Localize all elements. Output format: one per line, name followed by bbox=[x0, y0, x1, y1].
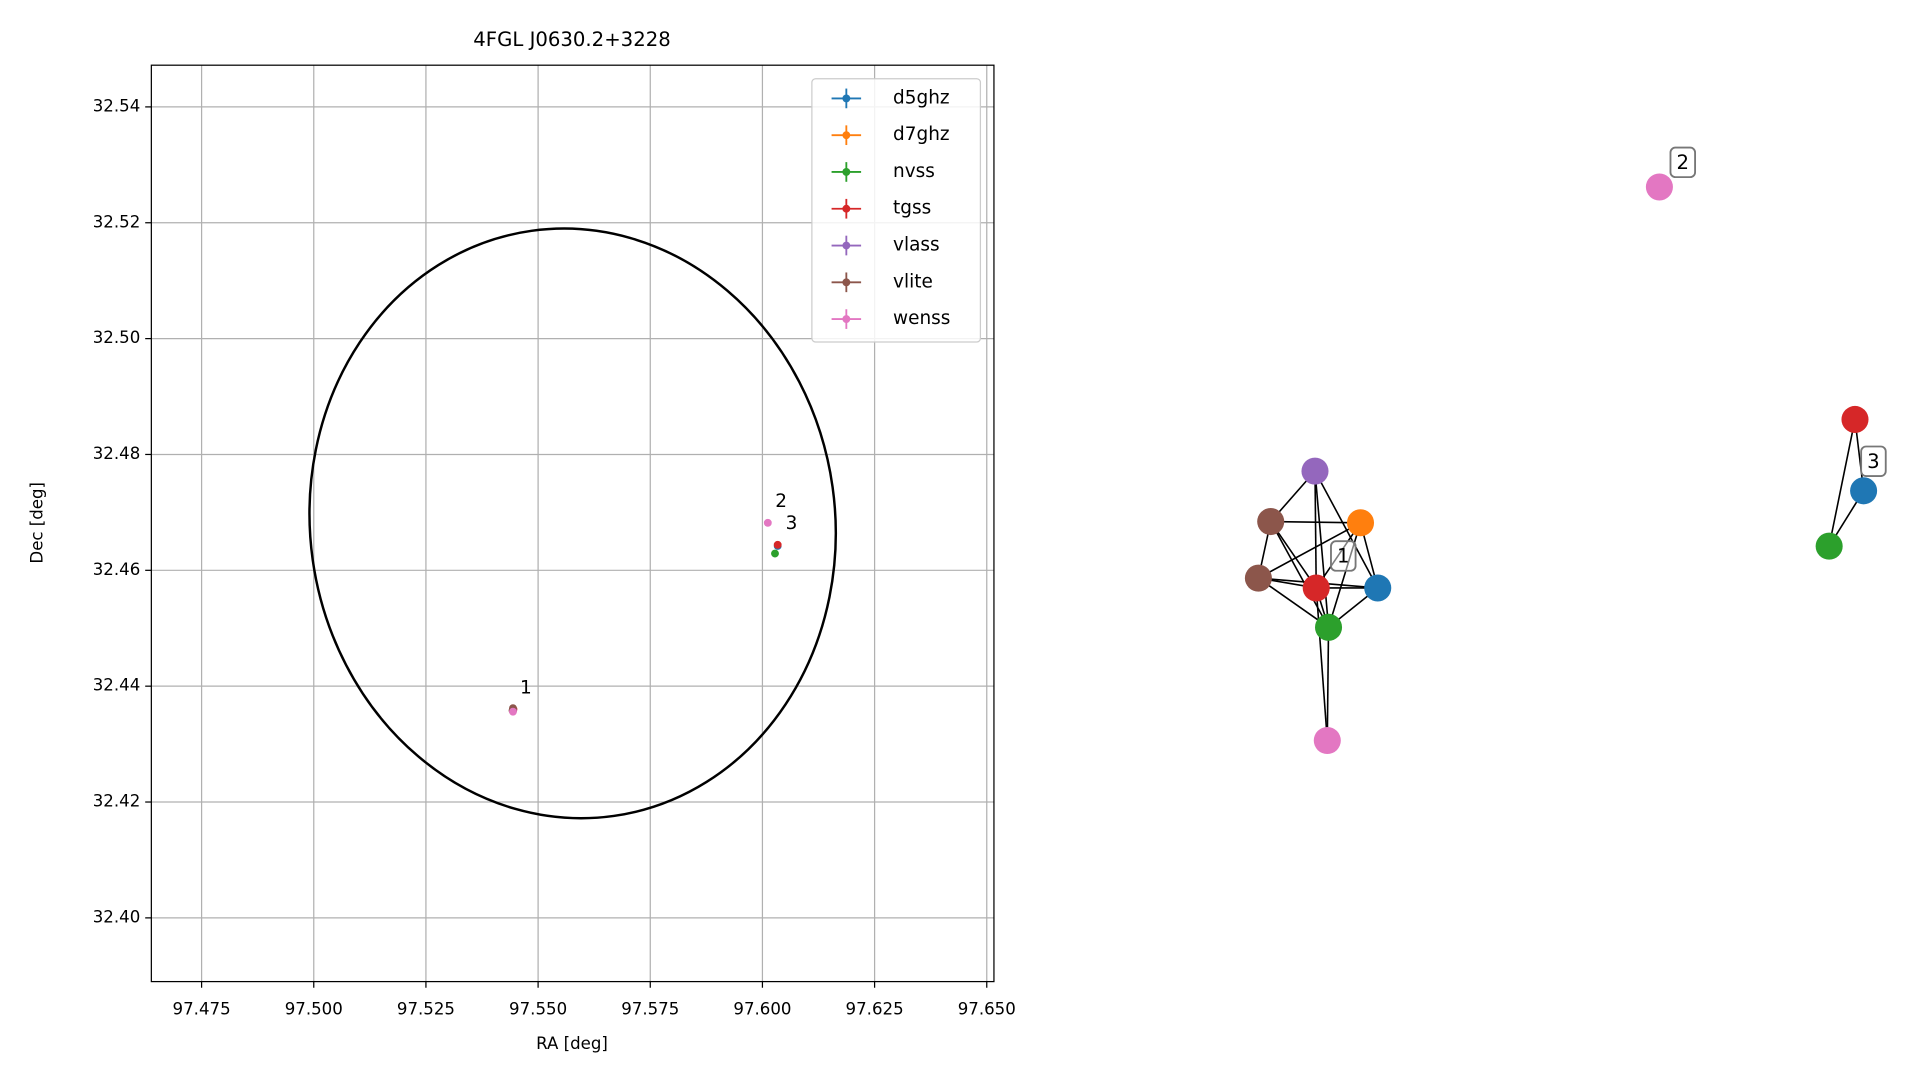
x-tick-label: 97.650 bbox=[958, 999, 1016, 1018]
x-tick-label: 97.525 bbox=[397, 999, 455, 1018]
x-tick-label: 97.475 bbox=[173, 999, 231, 1018]
legend-marker bbox=[842, 278, 851, 287]
node bbox=[1841, 405, 1869, 433]
node bbox=[1257, 508, 1285, 536]
legend-label: d5ghz bbox=[893, 87, 950, 108]
localization-ellipse bbox=[308, 227, 838, 820]
node bbox=[1645, 173, 1673, 201]
x-tick-label: 97.625 bbox=[846, 999, 904, 1018]
legend-label: wenss bbox=[893, 308, 950, 329]
node bbox=[1301, 457, 1329, 485]
node bbox=[1364, 574, 1392, 602]
legend-box bbox=[811, 78, 982, 343]
x-axis-label: RA [deg] bbox=[536, 1034, 608, 1053]
y-tick-label: 32.54 bbox=[93, 96, 141, 115]
y-tick-label: 32.44 bbox=[93, 676, 141, 695]
edge bbox=[1327, 522, 1362, 628]
y-tick-label: 32.46 bbox=[93, 560, 141, 579]
legend-marker bbox=[842, 204, 851, 213]
edge bbox=[1315, 587, 1329, 741]
node bbox=[1314, 613, 1343, 641]
node bbox=[1313, 726, 1341, 755]
legend-label: d7ghz bbox=[893, 124, 950, 145]
legend-label: vlass bbox=[893, 235, 940, 256]
legend-label: tgss bbox=[893, 198, 931, 219]
cluster-label-box bbox=[1860, 445, 1887, 477]
cluster-label: 1 bbox=[1337, 545, 1350, 568]
node bbox=[1244, 564, 1272, 592]
data-point bbox=[773, 540, 782, 549]
annotation: 1 bbox=[520, 678, 532, 699]
legend: d5ghz d7ghz nvss tgss vlass vlite wenss bbox=[811, 78, 982, 343]
node bbox=[1302, 574, 1330, 602]
data-point bbox=[771, 549, 779, 558]
edge bbox=[1326, 627, 1330, 741]
chart-title: 4FGL J0630.2+3228 bbox=[473, 28, 670, 51]
y-tick-label: 32.52 bbox=[93, 212, 141, 231]
edge bbox=[1258, 522, 1361, 579]
cluster-label-box bbox=[1669, 146, 1697, 179]
legend-marker bbox=[842, 131, 851, 140]
y-tick-label: 32.50 bbox=[93, 328, 141, 347]
legend-marker bbox=[842, 315, 851, 324]
legend-label: nvss bbox=[893, 161, 935, 182]
cluster-label: 2 bbox=[1677, 151, 1690, 174]
legend-marker bbox=[842, 241, 851, 250]
cluster-label: 3 bbox=[1867, 450, 1880, 473]
y-tick-label: 32.40 bbox=[93, 907, 141, 926]
node bbox=[1346, 509, 1375, 537]
edge bbox=[1828, 419, 1856, 547]
node bbox=[1815, 532, 1843, 560]
node bbox=[1850, 477, 1878, 505]
edge bbox=[1257, 577, 1329, 628]
legend-label: vlite bbox=[893, 271, 933, 292]
x-tick-label: 97.500 bbox=[285, 999, 343, 1018]
annotation: 2 bbox=[775, 491, 787, 512]
edge bbox=[1314, 471, 1330, 628]
edge bbox=[1270, 521, 1330, 628]
y-tick-label: 32.42 bbox=[93, 792, 141, 811]
annotation: 3 bbox=[786, 513, 798, 534]
x-tick-label: 97.600 bbox=[733, 999, 791, 1018]
legend-marker bbox=[842, 94, 851, 103]
y-axis-label: Dec [deg] bbox=[28, 482, 47, 564]
data-point bbox=[763, 518, 772, 527]
data-point bbox=[509, 707, 517, 716]
edge bbox=[1314, 471, 1318, 588]
cluster-label-box bbox=[1330, 540, 1357, 572]
x-tick-label: 97.550 bbox=[509, 999, 567, 1018]
legend-marker bbox=[842, 168, 851, 176]
y-tick-label: 32.48 bbox=[93, 444, 141, 463]
edge bbox=[1270, 520, 1361, 524]
x-tick-label: 97.575 bbox=[621, 999, 679, 1018]
plot-frame bbox=[150, 64, 995, 983]
